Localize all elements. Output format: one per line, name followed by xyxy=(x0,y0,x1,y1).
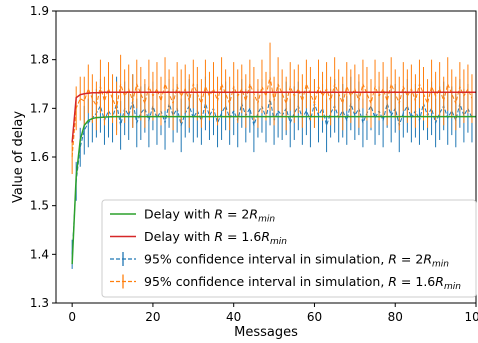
y-tick-label: 1.6 xyxy=(30,150,49,164)
y-tick-label: 1.9 xyxy=(30,4,49,18)
x-tick-label: 80 xyxy=(388,310,403,324)
legend: Delay with R = 2Rmin Delay with R = 1.6Rm… xyxy=(101,199,477,298)
legend-swatch xyxy=(110,252,136,266)
legend-swatch xyxy=(110,274,136,289)
legend-label: Delay with R = 2Rmin xyxy=(144,207,275,225)
x-axis-label: Messages xyxy=(234,325,298,340)
x-tick-label: 20 xyxy=(145,310,160,324)
series-layer xyxy=(71,42,476,269)
legend-box xyxy=(101,199,477,298)
series-3 xyxy=(71,42,473,175)
y-axis-label: Value of delay xyxy=(11,111,26,203)
x-tick-label: 0 xyxy=(68,310,76,324)
legend-label: 95% confidence interval in simulation, R… xyxy=(144,252,449,270)
x-tick-label: 40 xyxy=(226,310,241,324)
series-line xyxy=(71,91,476,143)
y-tick-label: 1.3 xyxy=(30,296,49,310)
x-tick-label: 100 xyxy=(465,310,478,324)
legend-label: 95% confidence interval in simulation, R… xyxy=(144,274,461,292)
series-1 xyxy=(71,91,476,143)
y-tick-label: 1.4 xyxy=(30,247,49,261)
series-0 xyxy=(71,115,476,265)
y-tick-label: 1.8 xyxy=(30,53,49,67)
series-line xyxy=(71,76,473,158)
x-tick-label: 60 xyxy=(307,310,322,324)
y-tick-label: 1.7 xyxy=(30,101,49,115)
series-line xyxy=(71,115,476,265)
y-axis: 1.3 1.4 1.5 1.6 1.7 1.8 1.9 xyxy=(30,4,56,310)
y-tick-label: 1.5 xyxy=(30,199,49,213)
x-axis: 0 20 40 60 80 100 xyxy=(68,303,478,324)
legend-label: Delay with R = 1.6Rmin xyxy=(144,229,287,247)
series-line xyxy=(71,98,473,255)
